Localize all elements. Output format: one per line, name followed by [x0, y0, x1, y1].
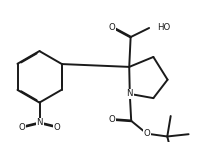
- Text: O: O: [108, 115, 115, 124]
- Text: O: O: [143, 129, 150, 138]
- Text: N: N: [127, 89, 133, 98]
- Text: O: O: [54, 123, 61, 132]
- Text: N: N: [36, 118, 43, 127]
- Text: HO: HO: [157, 24, 170, 33]
- Text: O: O: [109, 23, 116, 32]
- Text: O: O: [19, 123, 26, 132]
